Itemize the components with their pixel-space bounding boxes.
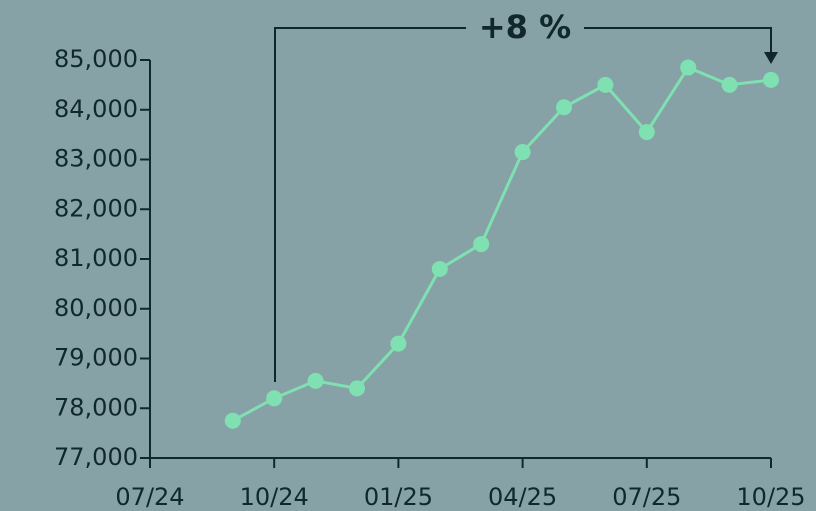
point bbox=[307, 372, 324, 389]
y-tick-label: 84,000 bbox=[54, 95, 138, 123]
y-tick-label: 83,000 bbox=[54, 145, 138, 173]
x-tick-label: 04/25 bbox=[488, 483, 557, 511]
y-tick-label: 85,000 bbox=[54, 45, 138, 73]
point bbox=[680, 59, 697, 76]
point bbox=[556, 99, 572, 116]
point bbox=[224, 412, 241, 429]
point bbox=[266, 390, 283, 407]
x-tick-label: 01/25 bbox=[364, 483, 433, 511]
x-tick-label: 10/24 bbox=[240, 483, 309, 511]
y-tick-label: 77,000 bbox=[54, 443, 138, 471]
annotation: +8 % bbox=[479, 8, 571, 46]
y-tick-label: 78,000 bbox=[54, 393, 138, 421]
x-tick-label: 07/25 bbox=[612, 483, 681, 511]
x-tick-label: 07/24 bbox=[115, 483, 184, 511]
point bbox=[349, 380, 365, 397]
point bbox=[763, 71, 779, 88]
x-tick-label: 10/25 bbox=[736, 483, 805, 511]
point bbox=[431, 260, 448, 277]
y-tick-label: 80,000 bbox=[54, 294, 138, 322]
point bbox=[638, 124, 655, 141]
point bbox=[473, 236, 490, 253]
point bbox=[721, 76, 738, 93]
y-tick-label: 79,000 bbox=[54, 344, 138, 372]
y-tick-label: 82,000 bbox=[54, 194, 138, 222]
point bbox=[597, 76, 614, 93]
point bbox=[514, 144, 531, 161]
point bbox=[390, 335, 407, 352]
y-tick-label: 81,000 bbox=[54, 244, 138, 272]
annotation-arrow bbox=[764, 52, 778, 64]
annotation-bg bbox=[466, 12, 584, 44]
